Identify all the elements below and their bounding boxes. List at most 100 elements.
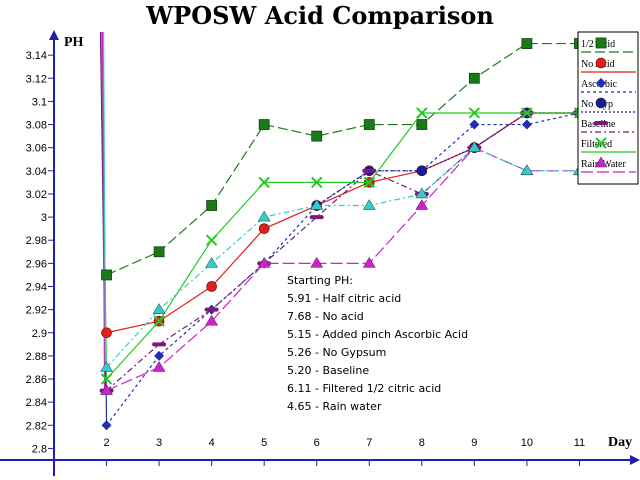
data-point — [154, 350, 165, 361]
series-line — [316, 112, 580, 207]
y-tick-label: 3.08 — [26, 120, 47, 132]
data-point — [152, 303, 166, 314]
data-point — [362, 256, 376, 268]
y-tick-label: 3 — [41, 212, 47, 224]
data-point — [521, 107, 533, 119]
series-group — [100, 141, 586, 372]
y-tick-label: 3.04 — [26, 166, 47, 178]
y-tick-label: 2.96 — [26, 258, 47, 270]
data-point — [363, 119, 375, 130]
y-tick-label: 3.14 — [26, 50, 47, 62]
x-tick-label: 8 — [419, 437, 425, 449]
y-tick-label: 2.82 — [26, 420, 47, 432]
y-tick-label: 2.92 — [26, 305, 47, 317]
legend-swatch-marker — [595, 57, 607, 69]
data-point — [206, 281, 217, 292]
data-point — [467, 141, 481, 152]
series-line — [106, 112, 580, 426]
legend-swatch-marker — [595, 97, 607, 109]
series-line — [106, 112, 580, 392]
series-line — [106, 112, 580, 380]
annotation-line: 5.91 - Half citric acid — [287, 292, 401, 305]
data-point — [311, 176, 323, 189]
data-point — [521, 38, 533, 49]
data-point — [415, 199, 429, 210]
data-point — [100, 360, 113, 372]
series-group — [100, 107, 586, 385]
legend-swatch-marker — [595, 37, 607, 49]
annotation-heading: Starting PH: — [287, 274, 353, 287]
data-point — [152, 360, 166, 372]
data-point-stroke — [100, 373, 113, 385]
data-point — [468, 72, 480, 84]
y-tick-label: 3.02 — [26, 189, 47, 201]
y-axis-label: PH — [64, 35, 84, 50]
data-point — [469, 119, 480, 130]
data-point — [258, 176, 270, 189]
x-tick-label: 7 — [366, 437, 372, 449]
legend-swatch-marker — [594, 156, 608, 168]
y-tick-label: 2.8 — [32, 443, 47, 455]
y-tick-label: 3.1 — [32, 96, 47, 108]
x-tick-label: 9 — [471, 437, 477, 449]
data-point-stroke — [468, 107, 481, 119]
x-tick-label: 11 — [574, 437, 585, 449]
data-point-stroke — [153, 315, 165, 327]
x-tick-label: 2 — [103, 437, 109, 449]
y-axis-arrow — [49, 30, 59, 40]
data-point — [363, 176, 375, 189]
data-point — [205, 256, 219, 268]
data-point — [309, 215, 324, 220]
y-tick-label: 2.94 — [26, 281, 47, 293]
y-tick-label: 3.12 — [26, 73, 47, 85]
legend-swatch-marker — [594, 121, 608, 125]
data-point-stroke — [258, 176, 270, 189]
chart-title: WPOSW Acid Comparison — [145, 1, 494, 30]
annotation-line: 5.20 - Baseline — [287, 364, 369, 377]
annotation-line: 5.15 - Added pinch Ascorbic Acid — [287, 328, 468, 341]
data-point-stroke — [311, 176, 323, 189]
data-point-stroke — [521, 107, 533, 119]
data-point — [205, 314, 219, 326]
x-tick-label: 3 — [156, 437, 162, 449]
axes: 2.8 2.82 2.84 2.86 2.88 2.9 2.92 2.94 2.96 2.98 3 3… — [0, 30, 640, 476]
data-point — [416, 119, 428, 130]
data-point — [100, 384, 113, 395]
data-point — [153, 246, 165, 258]
data-point — [257, 210, 271, 222]
data-point — [100, 373, 113, 385]
y-tick-label: 2.84 — [26, 397, 47, 409]
data-point — [310, 256, 324, 268]
series-group — [311, 107, 585, 211]
data-point — [468, 107, 481, 119]
y-tick-label: 2.98 — [26, 235, 47, 247]
data-point — [362, 168, 377, 173]
annotation-line: 4.65 - Rain water — [287, 400, 382, 413]
legend-label: Filtered — [581, 139, 612, 150]
data-point — [257, 256, 271, 268]
data-point — [153, 315, 165, 327]
x-tick-label: 10 — [521, 437, 533, 449]
data-point — [362, 199, 376, 210]
data-point-stroke — [205, 234, 218, 246]
data-point — [415, 187, 429, 199]
data-point — [311, 130, 323, 142]
legend-swatch-marker — [595, 137, 607, 149]
annotation-line: 7.68 - No acid — [287, 310, 364, 323]
x-tick-label: 5 — [261, 437, 267, 449]
y-tick-label: 2.86 — [26, 374, 47, 386]
annotation-line: 6.11 - Filtered 1/2 citric acid — [287, 382, 441, 395]
legend-box — [577, 31, 639, 185]
x-axis-arrow — [630, 455, 640, 465]
legend-marks — [581, 37, 636, 173]
series-line — [106, 146, 580, 368]
legend-swatch-marker — [596, 78, 606, 88]
x-tick-label: 4 — [209, 437, 215, 449]
y-tick-label: 3.06 — [26, 143, 47, 155]
data-point — [521, 119, 532, 130]
data-point — [206, 200, 218, 211]
series-line — [106, 42, 580, 276]
x-tick-label: 6 — [314, 437, 320, 449]
data-point — [205, 234, 218, 246]
